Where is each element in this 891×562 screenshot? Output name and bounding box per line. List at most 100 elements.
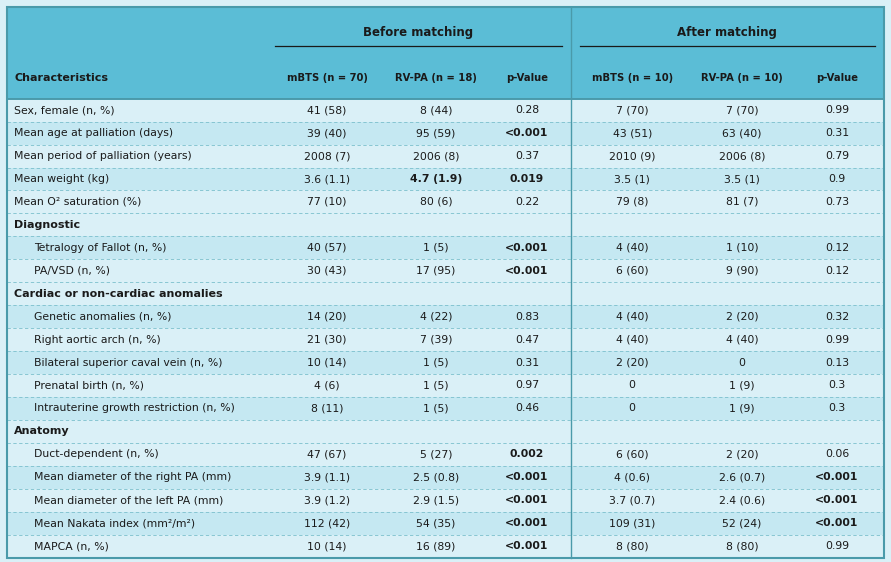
Text: mBTS (n = 70): mBTS (n = 70) — [287, 73, 368, 83]
Text: Mean diameter of the right PA (mm): Mean diameter of the right PA (mm) — [34, 472, 232, 482]
Text: 0.99: 0.99 — [825, 541, 849, 551]
Text: 10 (14): 10 (14) — [307, 541, 347, 551]
Text: 4 (40): 4 (40) — [616, 334, 649, 345]
Text: 0.12: 0.12 — [825, 243, 849, 253]
Text: Duct-dependent (n, %): Duct-dependent (n, %) — [34, 449, 159, 459]
Text: p-Value: p-Value — [816, 73, 858, 83]
Text: 0.12: 0.12 — [825, 266, 849, 276]
Text: 4 (0.6): 4 (0.6) — [614, 472, 650, 482]
Bar — [7, 99, 884, 121]
Text: 2006 (8): 2006 (8) — [718, 151, 765, 161]
Text: 0.47: 0.47 — [515, 334, 539, 345]
Bar — [7, 328, 884, 351]
Text: 95 (59): 95 (59) — [416, 128, 455, 138]
Text: 39 (40): 39 (40) — [307, 128, 347, 138]
Text: 1 (9): 1 (9) — [729, 380, 755, 391]
Bar — [7, 282, 884, 305]
Text: 77 (10): 77 (10) — [307, 197, 347, 207]
Text: 2.5 (0.8): 2.5 (0.8) — [413, 472, 459, 482]
Text: 5 (27): 5 (27) — [420, 449, 452, 459]
Text: After matching: After matching — [677, 26, 777, 39]
Text: 8 (11): 8 (11) — [311, 404, 343, 414]
Text: 52 (24): 52 (24) — [722, 518, 762, 528]
Bar — [7, 466, 884, 489]
Text: 0.32: 0.32 — [825, 312, 849, 321]
Text: 0.9: 0.9 — [829, 174, 846, 184]
Text: 8 (44): 8 (44) — [420, 105, 452, 115]
Text: 0.002: 0.002 — [510, 449, 544, 459]
Text: <0.001: <0.001 — [505, 495, 549, 505]
Text: 4 (40): 4 (40) — [616, 243, 649, 253]
Bar — [7, 7, 884, 57]
Text: 109 (31): 109 (31) — [609, 518, 656, 528]
Text: <0.001: <0.001 — [815, 495, 859, 505]
Bar — [7, 420, 884, 443]
Bar — [7, 237, 884, 259]
Text: 2 (20): 2 (20) — [725, 312, 758, 321]
Text: Mean O² saturation (%): Mean O² saturation (%) — [14, 197, 142, 207]
Text: Bilateral superior caval vein (n, %): Bilateral superior caval vein (n, %) — [34, 357, 223, 368]
Text: 0.99: 0.99 — [825, 105, 849, 115]
Text: <0.001: <0.001 — [505, 128, 549, 138]
Text: 6 (60): 6 (60) — [616, 449, 649, 459]
Text: Diagnostic: Diagnostic — [14, 220, 80, 230]
Text: 2.4 (0.6): 2.4 (0.6) — [719, 495, 765, 505]
Text: MAPCA (n, %): MAPCA (n, %) — [34, 541, 109, 551]
Text: 3.5 (1): 3.5 (1) — [723, 174, 760, 184]
Text: 0.06: 0.06 — [825, 449, 849, 459]
Text: <0.001: <0.001 — [505, 472, 549, 482]
Text: 3.5 (1): 3.5 (1) — [614, 174, 650, 184]
Text: 1 (5): 1 (5) — [423, 404, 449, 414]
Text: <0.001: <0.001 — [505, 266, 549, 276]
Text: 9 (90): 9 (90) — [725, 266, 758, 276]
Text: 0: 0 — [739, 357, 746, 368]
Text: 3.7 (0.7): 3.7 (0.7) — [609, 495, 656, 505]
Text: 112 (42): 112 (42) — [304, 518, 350, 528]
Text: mBTS (n = 10): mBTS (n = 10) — [592, 73, 673, 83]
Text: 0.79: 0.79 — [825, 151, 849, 161]
Text: 0: 0 — [629, 404, 636, 414]
Text: 14 (20): 14 (20) — [307, 312, 347, 321]
Text: 40 (57): 40 (57) — [307, 243, 347, 253]
Text: Cardiac or non-cardiac anomalies: Cardiac or non-cardiac anomalies — [14, 289, 223, 299]
Text: 0: 0 — [629, 380, 636, 391]
Text: 0.3: 0.3 — [829, 404, 846, 414]
Text: 0.73: 0.73 — [825, 197, 849, 207]
Text: 17 (95): 17 (95) — [416, 266, 455, 276]
Bar — [7, 351, 884, 374]
Text: 4 (40): 4 (40) — [725, 334, 758, 345]
Text: Mean weight (kg): Mean weight (kg) — [14, 174, 110, 184]
Text: 0.83: 0.83 — [515, 312, 539, 321]
Bar — [7, 191, 884, 214]
Bar — [7, 57, 884, 99]
Text: 4 (6): 4 (6) — [315, 380, 340, 391]
Text: 7 (70): 7 (70) — [616, 105, 649, 115]
Text: 63 (40): 63 (40) — [722, 128, 762, 138]
Bar — [7, 374, 884, 397]
Text: Anatomy: Anatomy — [14, 427, 69, 436]
Text: 21 (30): 21 (30) — [307, 334, 347, 345]
Text: 0.46: 0.46 — [515, 404, 539, 414]
Text: Before matching: Before matching — [364, 26, 473, 39]
Text: Prenatal birth (n, %): Prenatal birth (n, %) — [34, 380, 143, 391]
Text: 2010 (9): 2010 (9) — [609, 151, 656, 161]
Text: 3.6 (1.1): 3.6 (1.1) — [304, 174, 350, 184]
Text: 2006 (8): 2006 (8) — [413, 151, 459, 161]
Text: p-Value: p-Value — [506, 73, 548, 83]
Text: 8 (80): 8 (80) — [616, 541, 649, 551]
Text: 2.9 (1.5): 2.9 (1.5) — [413, 495, 459, 505]
Text: <0.001: <0.001 — [505, 243, 549, 253]
Text: 1 (9): 1 (9) — [729, 404, 755, 414]
Text: 54 (35): 54 (35) — [416, 518, 455, 528]
Text: <0.001: <0.001 — [505, 541, 549, 551]
Text: 79 (8): 79 (8) — [616, 197, 649, 207]
Text: Intrauterine growth restriction (n, %): Intrauterine growth restriction (n, %) — [34, 404, 234, 414]
Text: 0.13: 0.13 — [825, 357, 849, 368]
Bar — [7, 443, 884, 466]
Bar — [7, 167, 884, 191]
Text: RV-PA (n = 10): RV-PA (n = 10) — [701, 73, 782, 83]
Text: Characteristics: Characteristics — [14, 73, 108, 83]
Bar — [7, 305, 884, 328]
Text: 4.7 (1.9): 4.7 (1.9) — [410, 174, 462, 184]
Text: 0.28: 0.28 — [515, 105, 539, 115]
